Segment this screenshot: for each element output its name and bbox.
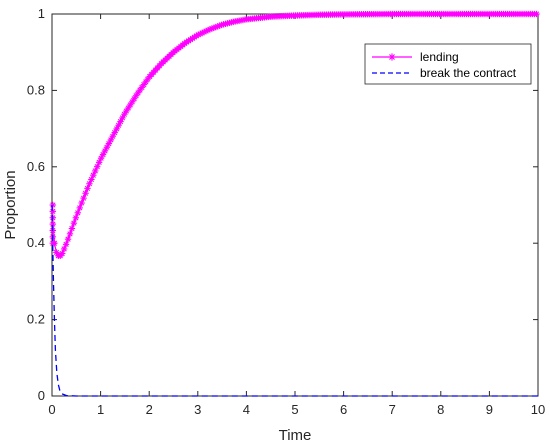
x-tick-label: 7	[389, 402, 396, 417]
x-tick-label: 9	[486, 402, 493, 417]
x-tick-label: 8	[437, 402, 444, 417]
data-point-marker	[62, 241, 70, 248]
x-tick-label: 3	[194, 402, 201, 417]
legend-asterisk-marker	[388, 53, 396, 61]
y-tick-label: 0.4	[27, 235, 45, 250]
data-point-marker	[533, 10, 540, 18]
legend-box	[364, 43, 532, 85]
y-tick-label: 0.8	[27, 82, 45, 97]
legend-label-break-contract: break the contract	[420, 66, 517, 80]
data-point-marker	[76, 204, 83, 212]
series-layer	[49, 10, 540, 397]
data-point-marker	[51, 240, 58, 247]
x-axis-label: Time	[279, 427, 312, 444]
series-line-1	[51, 204, 538, 397]
data-point-marker	[82, 190, 89, 197]
data-point-marker	[68, 225, 76, 232]
y-tick-label: 0.2	[27, 312, 45, 327]
data-point-marker	[64, 235, 72, 243]
legend: lending break the contract	[364, 43, 532, 85]
series-markers-0	[49, 10, 540, 260]
y-tick-label: 0.6	[27, 159, 45, 174]
data-point-marker	[49, 208, 56, 215]
data-point-marker	[80, 194, 87, 202]
x-axis-ticks: 0 1 2 3 4 5 6 7 8 9 10	[48, 14, 545, 417]
x-tick-label: 6	[340, 402, 347, 417]
legend-label-lending: lending	[420, 50, 459, 64]
x-tick-label: 0	[48, 402, 55, 417]
data-point-marker	[134, 89, 142, 97]
x-tick-label: 10	[531, 402, 545, 417]
x-tick-label: 4	[243, 402, 250, 417]
y-tick-label: 1	[38, 6, 45, 21]
data-point-marker	[49, 201, 56, 209]
y-axis-label: Proportion	[2, 170, 19, 239]
legend-marker-lending	[388, 53, 396, 61]
data-point-marker	[66, 230, 74, 238]
data-point-marker	[74, 209, 81, 216]
x-tick-label: 1	[97, 402, 104, 417]
data-point-marker	[72, 214, 80, 221]
x-tick-label: 5	[291, 402, 298, 417]
data-point-marker	[78, 199, 85, 207]
data-point-marker	[70, 219, 78, 227]
y-tick-label: 0	[38, 388, 45, 403]
x-tick-label: 2	[146, 402, 153, 417]
